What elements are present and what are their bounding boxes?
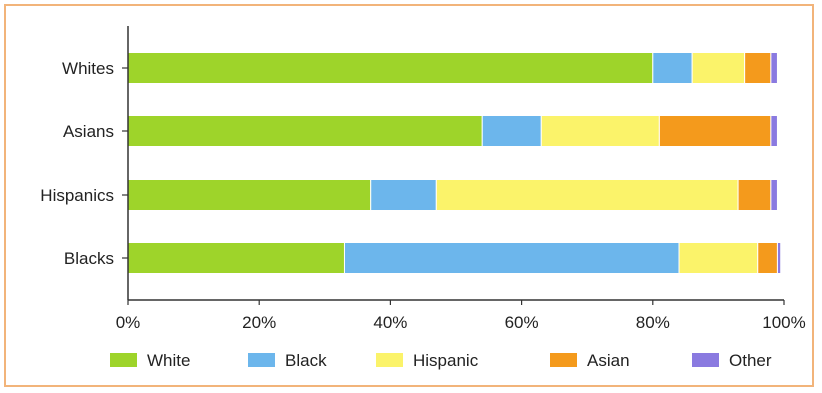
legend-swatch-asian (550, 353, 577, 367)
bar-whites-hispanic (691, 52, 746, 84)
legend-swatch-white (110, 353, 137, 367)
legend-label-white: White (147, 351, 190, 370)
legend-swatch-hispanic (376, 353, 403, 367)
legend-label-asian: Asian (587, 351, 630, 370)
bar-blacks-hispanic (678, 242, 759, 274)
x-tick-label-4: 80% (636, 313, 670, 332)
category-label-blacks: Blacks (64, 249, 114, 268)
bar-blacks-black (343, 242, 680, 274)
legend-label-other: Other (729, 351, 772, 370)
bar-whites-black (652, 52, 693, 84)
bar-blacks-other (776, 242, 782, 274)
bar-hispanics-other (770, 179, 778, 211)
bar-asians-asian (658, 115, 772, 147)
bar-asians-hispanic (540, 115, 660, 147)
legend-swatch-other (692, 353, 719, 367)
bar-blacks-asian (757, 242, 778, 274)
bar-blacks-white (127, 242, 345, 274)
bars-layer (127, 52, 782, 274)
bar-asians-black (481, 115, 542, 147)
x-tick-label-3: 60% (505, 313, 539, 332)
bar-asians-white (127, 115, 483, 147)
bar-hispanics-hispanic (435, 179, 739, 211)
category-label-hispanics: Hispanics (40, 186, 114, 205)
x-tick-label-2: 40% (373, 313, 407, 332)
bar-asians-other (770, 115, 778, 147)
bar-hispanics-white (127, 179, 372, 211)
legend: White Black Hispanic Asian Other (110, 351, 772, 370)
x-tick-label-0: 0% (116, 313, 141, 332)
x-tick-label-1: 20% (242, 313, 276, 332)
bar-whites-other (770, 52, 778, 84)
legend-label-black: Black (285, 351, 327, 370)
category-labels: Whites Asians Hispanics Blacks (40, 59, 128, 268)
bar-hispanics-asian (737, 179, 772, 211)
category-label-asians: Asians (63, 122, 114, 141)
bar-whites-white (127, 52, 654, 84)
legend-label-hispanic: Hispanic (413, 351, 479, 370)
bar-whites-asian (744, 52, 772, 84)
bar-hispanics-black (370, 179, 437, 211)
legend-swatch-black (248, 353, 275, 367)
x-ticks: 0% 20% 40% 60% 80% 100% (116, 300, 806, 332)
category-label-whites: Whites (62, 59, 114, 78)
x-tick-label-5: 100% (762, 313, 805, 332)
